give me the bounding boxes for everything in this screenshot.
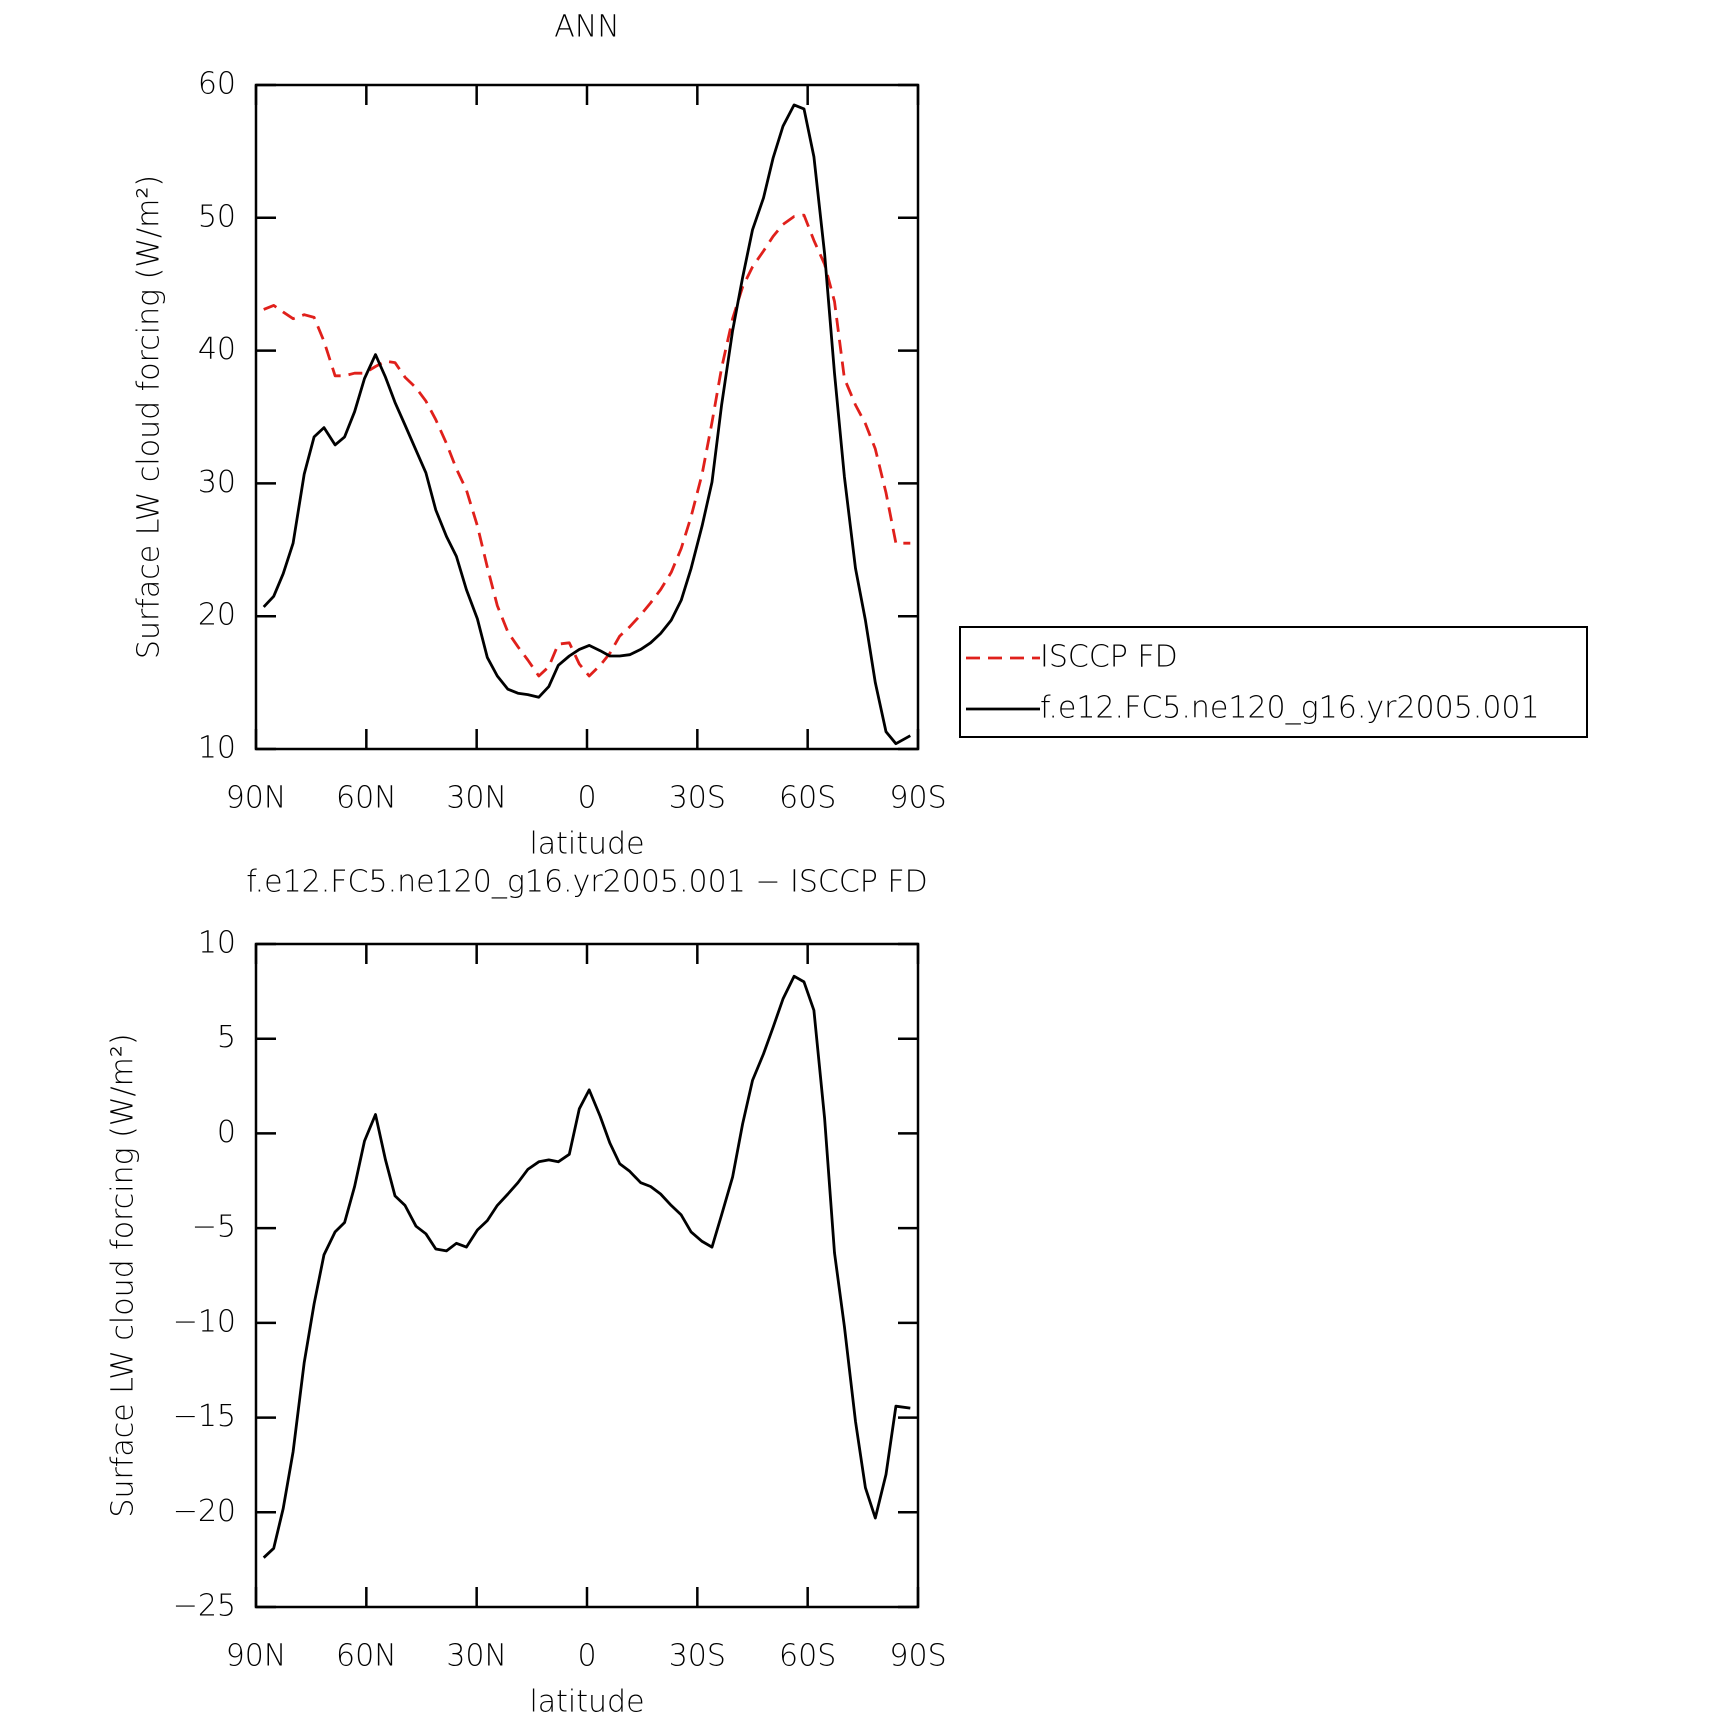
y-tick-label: 20 — [198, 598, 236, 633]
x-axis-label: latitude — [529, 1685, 644, 1720]
plot-frame — [254, 942, 920, 1609]
y-tick-label: 0 — [217, 1115, 236, 1150]
y-tick-label: 60 — [198, 67, 236, 102]
y-tick-label: 5 — [217, 1020, 236, 1055]
y-tick-label: 10 — [198, 731, 236, 766]
y-tick-label: −15 — [173, 1399, 236, 1434]
legend-label: f.e12.FC5.ne120_g16.yr2005.001 — [1040, 691, 1540, 726]
x-tick-label: 60S — [779, 781, 836, 816]
y-tick-label: −10 — [173, 1304, 236, 1339]
x-tick-label: 60S — [779, 1639, 836, 1674]
x-axis-label: latitude — [529, 827, 644, 862]
x-tick-label: 30N — [446, 1639, 507, 1674]
data-line — [262, 974, 911, 1559]
y-tick-label: 40 — [198, 332, 236, 367]
chart-title: f.e12.FC5.ne120_g16.yr2005.001 − ISCCP F… — [246, 865, 928, 900]
y-tick-label: 50 — [198, 199, 236, 234]
x-tick-label: 90S — [889, 1639, 946, 1674]
x-tick-label: 0 — [577, 781, 596, 816]
legend-label: ISCCP FD — [1040, 640, 1178, 675]
x-tick-label: 30S — [669, 781, 726, 816]
x-tick-label: 60N — [336, 1639, 397, 1674]
legend-box — [959, 626, 1588, 738]
y-axis-label: Surface LW cloud forcing (W/m²) — [106, 1033, 141, 1517]
x-tick-label: 60N — [336, 781, 397, 816]
x-tick-label: 0 — [577, 1639, 596, 1674]
y-tick-label: −25 — [173, 1589, 236, 1624]
y-tick-label: 10 — [198, 926, 236, 961]
y-tick-label: −5 — [192, 1210, 236, 1245]
plot-frame — [254, 83, 920, 751]
x-tick-label: 90N — [226, 781, 287, 816]
x-tick-label: 90N — [226, 1639, 287, 1674]
y-tick-label: −20 — [173, 1494, 236, 1529]
chart-title: ANN — [554, 10, 619, 45]
y-tick-label: 30 — [198, 465, 236, 500]
x-tick-label: 90S — [889, 781, 946, 816]
data-line — [263, 213, 911, 678]
y-axis-label: Surface LW cloud forcing (W/m²) — [132, 175, 167, 659]
data-line — [262, 103, 911, 746]
x-tick-label: 30S — [669, 1639, 726, 1674]
x-tick-label: 30N — [446, 781, 507, 816]
